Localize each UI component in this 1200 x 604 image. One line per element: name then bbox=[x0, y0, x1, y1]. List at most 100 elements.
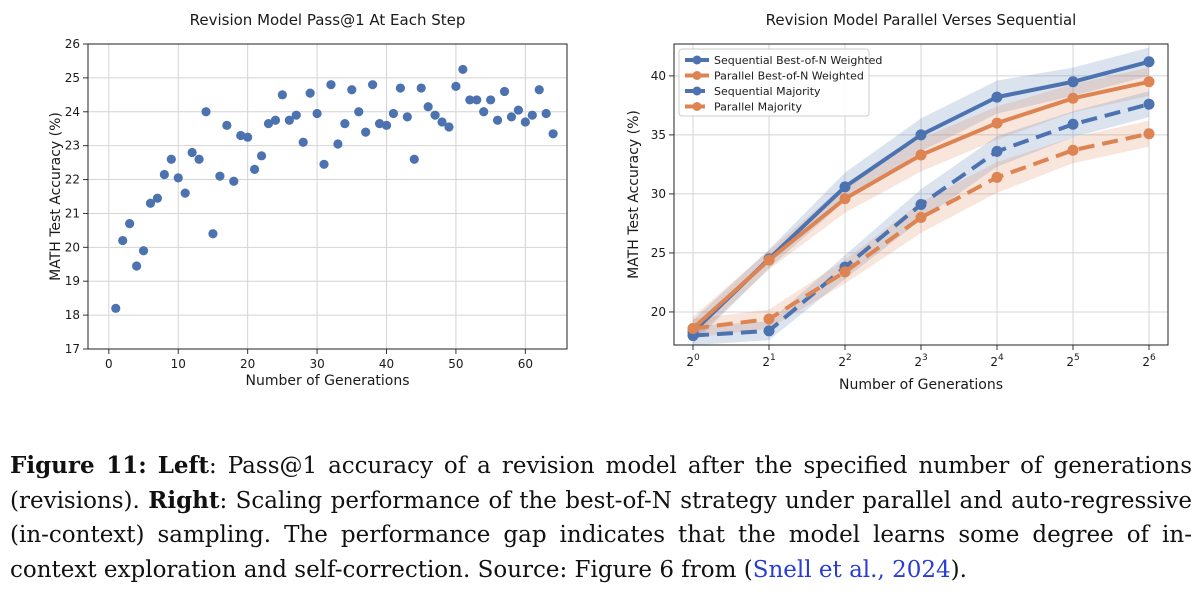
left-y-tick-label: 26 bbox=[65, 37, 80, 51]
left-data-point bbox=[138, 246, 149, 256]
left-data-point bbox=[486, 95, 496, 105]
left-y-tick-label: 23 bbox=[65, 139, 80, 153]
right-confidence-band bbox=[693, 120, 1149, 338]
right-data-point bbox=[1143, 98, 1155, 110]
left-data-point bbox=[326, 80, 336, 90]
right-data-point bbox=[763, 313, 775, 325]
right-data-point bbox=[763, 254, 775, 266]
right-x-tick-label: 21 bbox=[762, 353, 775, 369]
legend-marker bbox=[692, 86, 702, 96]
left-data-point bbox=[513, 105, 524, 115]
left-data-point bbox=[125, 219, 135, 229]
right-data-point bbox=[687, 322, 699, 334]
left-data-point bbox=[256, 151, 267, 161]
left-data-point bbox=[354, 107, 364, 117]
figure-caption: Figure 11: Left: Pass@1 accuracy of a re… bbox=[10, 449, 1192, 587]
right-data-point bbox=[1067, 76, 1079, 88]
left-data-point bbox=[437, 117, 447, 127]
right-chart: 20 21 22 23 24 25 26 20 25 30 35 40 Sequential Best-… bbox=[626, 11, 1169, 393]
left-data-point bbox=[506, 112, 517, 122]
right-data-point bbox=[915, 149, 927, 161]
left-data-point bbox=[173, 173, 183, 183]
right-data-point bbox=[839, 181, 851, 193]
caption-left-text: : Pass@1 accuracy of a revision model af… bbox=[10, 453, 1192, 514]
left-data-point bbox=[131, 261, 142, 271]
left-data-point bbox=[479, 107, 489, 117]
left-data-point bbox=[243, 132, 253, 142]
left-data-point bbox=[402, 112, 412, 122]
legend-label: Sequential Majority bbox=[714, 85, 821, 98]
left-y-tick-label: 19 bbox=[65, 274, 80, 288]
left-data-point bbox=[347, 85, 357, 95]
right-data-point bbox=[915, 212, 927, 224]
right-legend: Sequential Best-of-N Weighted Parallel Be… bbox=[678, 48, 882, 117]
left-data-point bbox=[250, 164, 260, 174]
right-data-point bbox=[1067, 144, 1079, 156]
right-data-point bbox=[1067, 92, 1079, 104]
left-data-point bbox=[361, 127, 371, 137]
caption-right-label: Right bbox=[148, 486, 220, 514]
right-y-tick-label: 30 bbox=[651, 187, 666, 201]
caption-end-text: ). bbox=[950, 556, 967, 583]
right-x-tick-label: 22 bbox=[838, 353, 851, 369]
left-data-point bbox=[166, 154, 176, 164]
left-data-point bbox=[458, 64, 468, 75]
right-y-tick-label: 20 bbox=[651, 305, 666, 319]
left-data-point bbox=[187, 147, 197, 158]
right-x-tick-label: 20 bbox=[686, 353, 700, 369]
left-data-point bbox=[465, 95, 475, 105]
left-data-point bbox=[201, 107, 211, 117]
right-x-tick-label: 23 bbox=[914, 353, 927, 369]
left-data-point bbox=[451, 81, 461, 91]
left-y-tick-label: 22 bbox=[65, 173, 80, 187]
right-data-point bbox=[915, 129, 927, 141]
left-chart: 0 10 20 30 40 50 60 17 18 19 20 21 22 23 24 25 26 Revisio… bbox=[48, 11, 568, 389]
left-y-tick-label: 21 bbox=[65, 206, 80, 220]
right-x-tick-label: 26 bbox=[1142, 353, 1156, 369]
citation-link[interactable]: Snell et al., 2024 bbox=[752, 556, 951, 583]
legend-label: Parallel Best-of-N Weighted bbox=[714, 70, 864, 83]
right-data-point bbox=[915, 199, 927, 211]
left-data-point bbox=[284, 115, 294, 125]
left-data-point bbox=[520, 117, 530, 127]
left-data-point bbox=[208, 229, 218, 239]
right-data-point bbox=[1067, 118, 1079, 130]
legend-marker bbox=[692, 71, 702, 80]
left-x-tick-label: 30 bbox=[309, 357, 324, 371]
left-y-tick-label: 17 bbox=[65, 342, 80, 356]
left-plot-frame bbox=[87, 43, 568, 350]
left-y-tick-label: 24 bbox=[65, 105, 80, 119]
left-data-point bbox=[118, 235, 128, 246]
left-data-point bbox=[499, 86, 510, 97]
right-confidence-band bbox=[693, 47, 1149, 344]
left-y-tick-label: 18 bbox=[65, 308, 80, 322]
left-data-point bbox=[368, 80, 378, 90]
left-data-point bbox=[180, 188, 190, 198]
left-data-point bbox=[215, 171, 225, 181]
left-data-point bbox=[381, 120, 392, 130]
left-data-point bbox=[333, 139, 343, 149]
left-data-point bbox=[229, 176, 239, 186]
left-data-point bbox=[145, 198, 156, 208]
right-data-point bbox=[1143, 128, 1155, 140]
left-data-point bbox=[416, 83, 426, 93]
left-data-point bbox=[423, 102, 433, 112]
left-data-point bbox=[395, 83, 405, 93]
left-x-tick-label: 0 bbox=[105, 357, 113, 371]
right-x-axis-title: Number of Generations bbox=[839, 377, 1003, 393]
right-data-point bbox=[991, 117, 1003, 129]
left-data-point bbox=[534, 85, 544, 95]
legend-marker bbox=[692, 102, 702, 111]
left-data-point bbox=[222, 120, 232, 130]
left-x-tick-label: 60 bbox=[518, 357, 533, 371]
left-data-point bbox=[263, 119, 274, 129]
left-data-point bbox=[159, 169, 169, 180]
right-data-point bbox=[839, 193, 851, 205]
left-data-point bbox=[444, 122, 454, 132]
left-x-tick-label: 10 bbox=[171, 357, 186, 371]
left-y-axis-title: MATH Test Accuracy (%) bbox=[48, 112, 64, 281]
right-chart-title: Revision Model Parallel Verses Sequentia… bbox=[766, 11, 1077, 29]
left-x-axis-title: Number of Generations bbox=[245, 373, 409, 389]
right-data-point bbox=[1143, 76, 1155, 88]
